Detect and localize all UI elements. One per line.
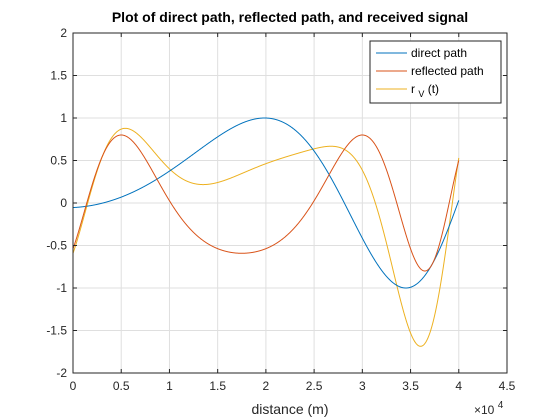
x-tick-labels: 0 0.5 1 1.5 2 2.5 3 3.5 4 4.5 bbox=[70, 379, 516, 393]
x-tick-label: 3 bbox=[359, 379, 366, 393]
x-tick-label: 2 bbox=[263, 379, 270, 393]
chart-title: Plot of direct path, reflected path, and… bbox=[112, 9, 468, 25]
series-line-received-signal bbox=[72, 127, 460, 347]
x-tick-label: 0 bbox=[70, 379, 77, 393]
y-tick-label: 2 bbox=[60, 26, 67, 40]
legend-label-rest: (t) bbox=[428, 82, 439, 96]
y-tick-label: -1.5 bbox=[46, 324, 67, 338]
y-tick-label: 0 bbox=[60, 196, 67, 210]
series-line-direct-path bbox=[72, 117, 460, 289]
x-tick-label: 2.5 bbox=[306, 379, 323, 393]
x-tick-label: 4 bbox=[455, 379, 462, 393]
x-multiplier-exponent: 4 bbox=[498, 400, 504, 411]
legend-box bbox=[369, 40, 502, 104]
x-axis-title: distance (m) bbox=[251, 401, 328, 417]
legend-label-reflected-path: reflected path bbox=[411, 64, 484, 78]
legend: direct path reflected path r V (t) bbox=[369, 40, 502, 104]
legend-label-subscript: V bbox=[418, 89, 424, 99]
legend-label-received-signal: r V (t) bbox=[411, 82, 439, 100]
x-tick-label: 3.5 bbox=[402, 379, 419, 393]
y-tick-label: -0.5 bbox=[46, 239, 67, 253]
x-multiplier-base: ×10 bbox=[474, 403, 495, 417]
y-tick-label: 1 bbox=[60, 111, 67, 125]
series-line-reflected-path bbox=[72, 134, 460, 272]
ticks bbox=[72, 32, 508, 374]
x-tick-label: 1 bbox=[166, 379, 173, 393]
x-tick-label: 4.5 bbox=[499, 379, 516, 393]
y-tick-label: 1.5 bbox=[50, 69, 67, 83]
legend-label-r: r bbox=[411, 82, 415, 96]
y-tick-label: -1 bbox=[56, 281, 67, 295]
y-tick-labels: -2 -1.5 -1 -0.5 0 0.5 1 1.5 2 bbox=[46, 26, 67, 380]
series-group bbox=[72, 117, 460, 347]
x-tick-label: 0.5 bbox=[113, 379, 130, 393]
legend-label-direct-path: direct path bbox=[411, 46, 467, 60]
x-axis-multiplier: ×10 4 bbox=[474, 400, 504, 417]
x-tick-label: 1.5 bbox=[209, 379, 226, 393]
y-tick-label: -2 bbox=[56, 366, 67, 380]
y-tick-label: 0.5 bbox=[50, 154, 67, 168]
